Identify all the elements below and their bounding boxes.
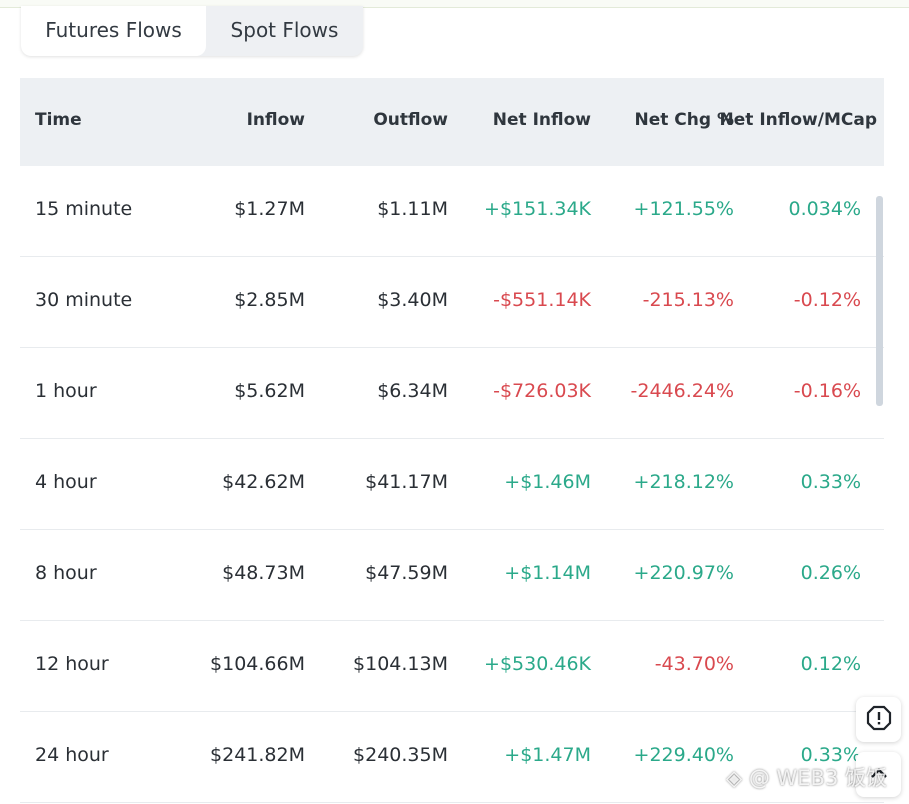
header-outflow[interactable]: Outflow [373,110,448,130]
cell-net-chg: +229.40% [633,744,734,766]
cell-net-inflow-mcap: 0.33% [800,471,861,493]
back-to-top-icon [868,762,890,788]
cell-net-inflow-mcap: 0.034% [788,198,861,220]
flow-tabs: Futures Flows Spot Flows [21,6,363,56]
cell-time: 24 hour [35,744,109,766]
cell-inflow: $42.62M [222,471,305,493]
cell-outflow: $1.11M [377,198,448,220]
table-scrollbar[interactable] [876,196,883,406]
cell-net-chg: +121.55% [633,198,734,220]
cell-time: 4 hour [35,471,97,493]
cell-net-inflow: +$530.46K [484,653,591,675]
cell-net-inflow: -$726.03K [493,380,591,402]
header-net-inflow[interactable]: Net Inflow [492,110,591,130]
cell-inflow: $241.82M [210,744,305,766]
cell-net-inflow: +$1.47M [504,744,591,766]
cell-time: 15 minute [35,198,133,220]
table-row: 24 hour $241.82M $240.35M +$1.47M +229.4… [20,712,884,803]
table-row: 1 hour $5.62M $6.34M -$726.03K -2446.24%… [20,348,884,439]
report-icon [866,705,892,735]
cell-net-chg: -43.70% [654,653,734,675]
tab-futures-flows[interactable]: Futures Flows [21,6,206,56]
back-to-top-button[interactable] [856,752,901,797]
tab-spot-flows[interactable]: Spot Flows [230,18,339,42]
cell-outflow: $3.40M [377,289,448,311]
table-row: 8 hour $48.73M $47.59M +$1.14M +220.97% … [20,530,884,621]
cell-net-inflow: +$1.46M [504,471,591,493]
cell-net-chg: -2446.24% [630,380,734,402]
table-row: 12 hour $104.66M $104.13M +$530.46K -43.… [20,621,884,712]
cell-net-inflow-mcap: -0.12% [793,289,861,311]
cell-inflow: $104.66M [210,653,305,675]
cell-outflow: $240.35M [353,744,448,766]
table-row: 30 minute $2.85M $3.40M -$551.14K -215.1… [20,257,884,348]
cell-net-inflow-mcap: -0.16% [793,380,861,402]
cell-net-inflow-mcap: 0.12% [800,653,861,675]
cell-outflow: $47.59M [365,562,448,584]
cell-net-chg: +220.97% [633,562,734,584]
cell-net-chg: -215.13% [642,289,734,311]
cell-net-inflow: +$151.34K [484,198,591,220]
cell-inflow: $2.85M [234,289,305,311]
report-button[interactable] [856,697,901,742]
cell-time: 8 hour [35,562,97,584]
cell-net-inflow: +$1.14M [504,562,591,584]
cell-net-chg: +218.12% [633,471,734,493]
header-time[interactable]: Time [35,110,82,130]
cell-net-inflow-mcap: 0.26% [800,562,861,584]
cell-time: 1 hour [35,380,97,402]
watermark: ◈ @ WEB3 饭饭 [726,766,887,790]
table-row: 4 hour $42.62M $41.17M +$1.46M +218.12% … [20,439,884,530]
flows-table: Time Inflow Outflow Net Inflow Net Chg %… [20,78,884,803]
header-net-chg[interactable]: Net Chg % [634,110,734,130]
cell-outflow: $104.13M [353,653,448,675]
header-net-inflow-mcap[interactable]: Net Inflow/MCap [719,110,877,130]
cell-net-inflow: -$551.14K [493,289,591,311]
cell-outflow: $41.17M [365,471,448,493]
cell-time: 12 hour [35,653,109,675]
table-row: 15 minute $1.27M $1.11M +$151.34K +121.5… [20,166,884,257]
header-inflow[interactable]: Inflow [246,110,305,130]
cell-inflow: $5.62M [234,380,305,402]
top-divider [0,0,909,8]
cell-time: 30 minute [35,289,133,311]
table-header: Time Inflow Outflow Net Inflow Net Chg %… [20,78,884,166]
cell-net-inflow-mcap: 0.33% [800,744,861,766]
cell-inflow: $48.73M [222,562,305,584]
cell-inflow: $1.27M [234,198,305,220]
cell-outflow: $6.34M [377,380,448,402]
